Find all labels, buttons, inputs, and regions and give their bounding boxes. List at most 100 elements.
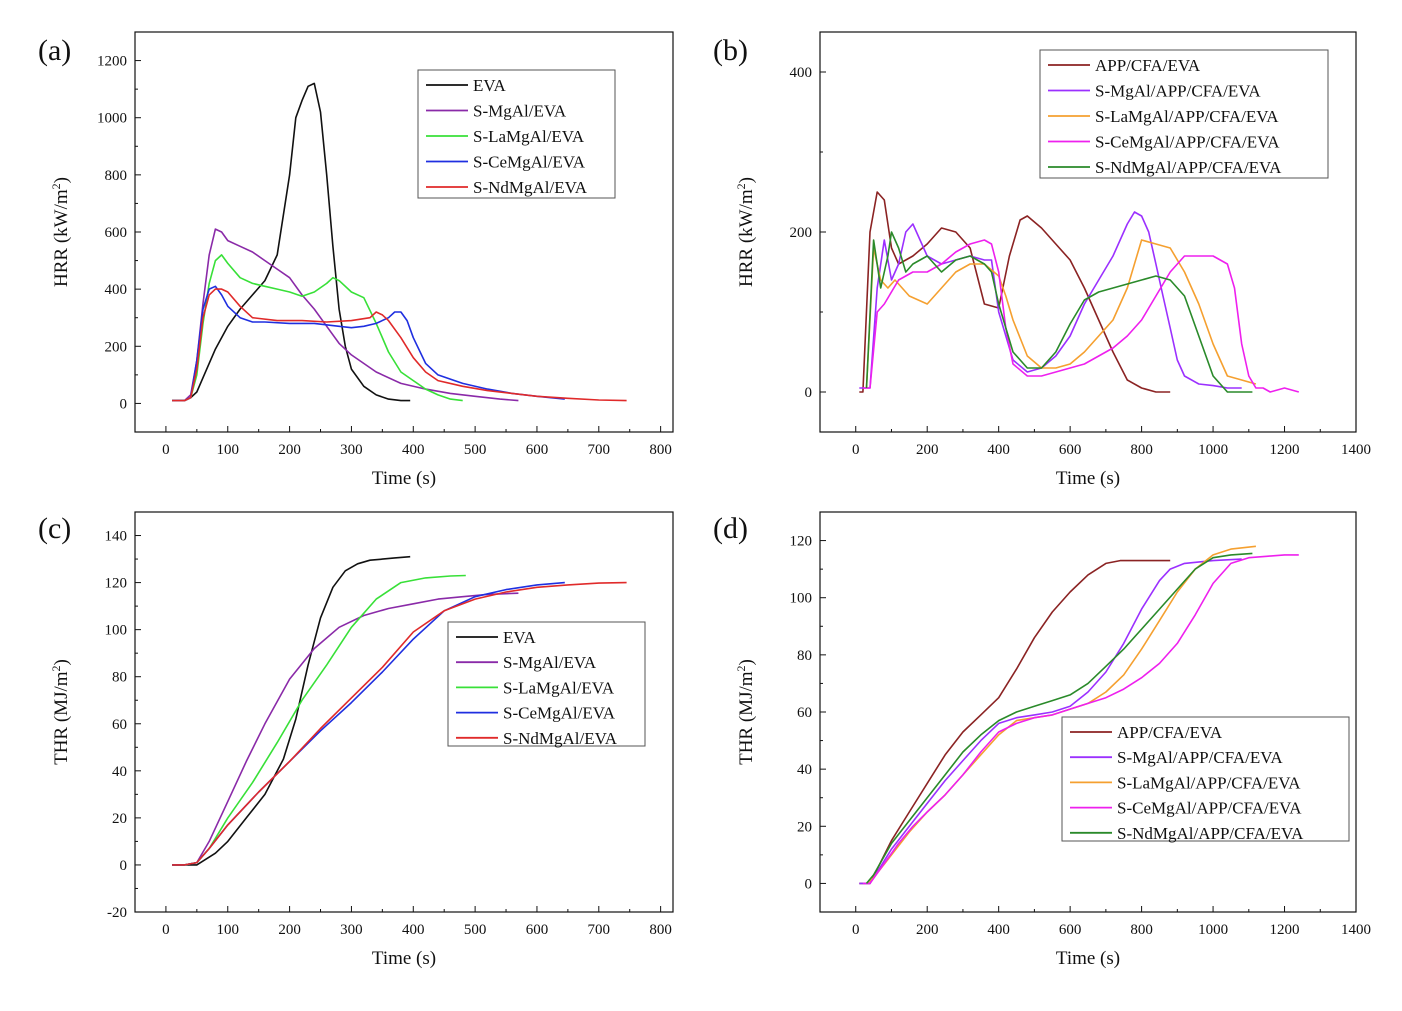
- legend: EVA S-MgAl/EVA S-LaMgAl/EVA S-CeMgAl/EVA S-N…: [447, 621, 646, 748]
- panel-d: 0 200 400 600 800 1000 1200 1400 0 20 40 60 80 100 120…: [734, 511, 1371, 969]
- x-tick-label: 1400: [1341, 442, 1371, 458]
- legend-label-s-mgal-eva: S-MgAl/EVA: [473, 102, 567, 121]
- series-line-eva: [172, 555, 411, 866]
- x-axis-title: Time (s): [1056, 468, 1120, 489]
- series-group: [172, 555, 627, 866]
- x-tick-label: 600: [1059, 922, 1082, 938]
- legend-label-eva: EVA: [503, 628, 536, 647]
- panel-a: 0 100 200 300 400 500 600 700 800 0 200 400 600 800 10…: [49, 31, 674, 489]
- y-tick-label: 600: [105, 225, 128, 241]
- series-line-s-cemgal-app-cfa-eva: [862, 554, 1299, 885]
- y-tick-label: 0: [805, 876, 813, 892]
- y-tick-label: 60: [797, 705, 812, 721]
- plot-frame: [134, 511, 674, 913]
- legend-label-s-ndmgal-app-cfa-eva: S-NdMgAl/APP/CFA/EVA: [1095, 158, 1282, 177]
- series-line-s-cemgal-app-cfa-eva: [862, 239, 1300, 393]
- panel-label-d: (d): [713, 512, 748, 545]
- x-tick-label: 200: [278, 442, 301, 458]
- legend-label-s-lamgal-eva: S-LaMgAl/EVA: [473, 127, 585, 146]
- y-tick-label: 100: [790, 591, 813, 607]
- legend-box: [447, 621, 646, 747]
- x-axis-title: Time (s): [1056, 948, 1120, 969]
- series-group: [172, 82, 627, 402]
- series-line-s-mgal-app-cfa-eva: [859, 211, 1242, 389]
- x-tick-label: 0: [852, 442, 860, 458]
- series-group: [859, 191, 1300, 393]
- x-tick-label: 200: [278, 922, 301, 938]
- series-line-app-cfa-eva: [859, 559, 1171, 885]
- x-axis-title: Time (s): [372, 948, 436, 969]
- legend-label-s-ndmgal-app-cfa-eva: S-NdMgAl/APP/CFA/EVA: [1117, 824, 1304, 843]
- y-tick-label: 0: [120, 396, 128, 412]
- x-tick-label: 200: [916, 922, 939, 938]
- legend-label-s-lamgal-eva: S-LaMgAl/EVA: [503, 678, 615, 697]
- series-line-s-mgal-app-cfa-eva: [859, 558, 1242, 885]
- x-tick-label: 400: [987, 442, 1010, 458]
- x-tick-label: 0: [162, 922, 170, 938]
- y-tick-label: 1200: [97, 54, 127, 70]
- legend-label-s-cemgal-eva: S-CeMgAl/EVA: [473, 153, 586, 172]
- series-line-s-mgal-eva: [172, 592, 519, 866]
- series-line-s-ndmgal-app-cfa-eva: [865, 552, 1253, 884]
- x-tick-label: 1200: [1270, 922, 1300, 938]
- x-tick-label: 500: [464, 442, 487, 458]
- x-tick-label: 400: [987, 922, 1010, 938]
- panel-label-a: (a): [38, 34, 71, 67]
- panel-label-c: (c): [38, 512, 71, 545]
- legend-box: [1039, 49, 1329, 179]
- series-line-s-mgal-eva: [172, 228, 519, 402]
- y-tick-label: 60: [112, 717, 127, 733]
- y-axis-title: HRR (kW/m2): [49, 177, 72, 287]
- x-tick-label: 100: [217, 442, 240, 458]
- y-tick-label: 80: [112, 670, 127, 686]
- legend-label-s-mgal-app-cfa-eva: S-MgAl/APP/CFA/EVA: [1117, 748, 1283, 767]
- y-tick-label: 0: [120, 858, 128, 874]
- legend-label-s-ndmgal-eva: S-NdMgAl/EVA: [473, 178, 588, 197]
- legend-label-app-cfa-eva: APP/CFA/EVA: [1095, 56, 1201, 75]
- legend-label-s-mgal-eva: S-MgAl/EVA: [503, 653, 597, 672]
- y-axis-title: THR (MJ/m2): [734, 659, 757, 765]
- y-tick-label: 120: [105, 576, 128, 592]
- y-tick-label: 800: [105, 168, 128, 184]
- series-group: [859, 545, 1299, 885]
- legend-box: [417, 69, 616, 199]
- x-tick-label: 1000: [1198, 922, 1228, 938]
- y-tick-label: 1000: [97, 111, 127, 127]
- legend-label-eva: EVA: [473, 76, 506, 95]
- y-axis-title: HRR (kW/m2): [734, 177, 757, 287]
- x-tick-label: 300: [340, 442, 363, 458]
- x-tick-label: 500: [464, 922, 487, 938]
- x-tick-label: 400: [402, 442, 425, 458]
- y-tick-label: 140: [105, 529, 128, 545]
- legend-label-s-mgal-app-cfa-eva: S-MgAl/APP/CFA/EVA: [1095, 82, 1261, 101]
- y-tick-label: 20: [112, 811, 127, 827]
- y-tick-label: 40: [112, 764, 127, 780]
- legend-label-s-ndmgal-eva: S-NdMgAl/EVA: [503, 729, 618, 748]
- legend-label-app-cfa-eva: APP/CFA/EVA: [1117, 723, 1223, 742]
- x-tick-label: 0: [852, 922, 860, 938]
- x-tick-label: 800: [649, 922, 672, 938]
- x-tick-label: 600: [526, 442, 549, 458]
- x-tick-label: 400: [402, 922, 425, 938]
- y-axis-title: THR (MJ/m2): [49, 659, 72, 765]
- legend-label-s-lamgal-app-cfa-eva: S-LaMgAl/APP/CFA/EVA: [1095, 107, 1279, 126]
- y-tick-label: -20: [107, 905, 127, 921]
- legend-label-s-cemgal-app-cfa-eva: S-CeMgAl/APP/CFA/EVA: [1117, 799, 1302, 818]
- x-tick-label: 600: [526, 922, 549, 938]
- x-tick-label: 0: [162, 442, 170, 458]
- series-line-s-ndmgal-eva: [172, 581, 627, 866]
- legend-label-s-cemgal-app-cfa-eva: S-CeMgAl/APP/CFA/EVA: [1095, 133, 1280, 152]
- y-tick-label: 400: [105, 282, 128, 298]
- series-line-app-cfa-eva: [859, 191, 1171, 393]
- x-tick-label: 1000: [1198, 442, 1228, 458]
- x-tick-label: 800: [649, 442, 672, 458]
- legend-label-s-cemgal-eva: S-CeMgAl/EVA: [503, 704, 616, 723]
- y-tick-label: 40: [797, 762, 812, 778]
- series-line-s-cemgal-eva: [172, 285, 565, 402]
- x-tick-label: 600: [1059, 442, 1082, 458]
- y-tick-label: 400: [790, 65, 813, 81]
- y-tick-label: 20: [797, 819, 812, 835]
- panel-label-b: (b): [713, 34, 748, 67]
- y-tick-label: 200: [105, 339, 128, 355]
